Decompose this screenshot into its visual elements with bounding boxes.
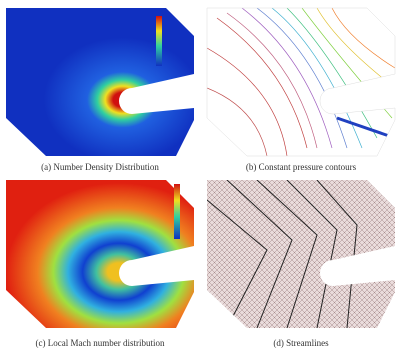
caption: (a) Number Density Distribution xyxy=(41,162,159,172)
panel-a xyxy=(6,8,194,156)
caption: (d) Streamlines xyxy=(273,338,329,348)
caption: (b) Constant pressure contours xyxy=(246,162,357,172)
caption: (c) Local Mach number distribution xyxy=(36,338,165,348)
panel-d xyxy=(207,180,395,328)
panel-b xyxy=(207,8,395,156)
panel-c xyxy=(6,180,194,328)
figure: (a) Number Density Distribution (b) Cons… xyxy=(0,0,401,354)
